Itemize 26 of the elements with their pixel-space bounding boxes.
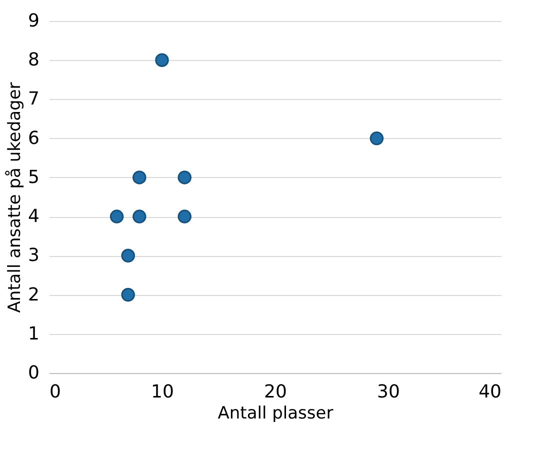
- y-tick-label: 5: [28, 166, 40, 188]
- y-tick-label: 2: [28, 284, 40, 306]
- point: [132, 210, 146, 224]
- x-tick-label: 0: [50, 382, 61, 402]
- y-tick-label: 3: [28, 245, 40, 266]
- point: [178, 210, 192, 224]
- y-tick-label: 8: [28, 50, 40, 71]
- point: [121, 288, 135, 302]
- y-tick-label: 7: [28, 88, 40, 110]
- x-axis-title: Antall plasser: [218, 404, 334, 424]
- point: [110, 210, 124, 224]
- point: [370, 131, 384, 146]
- y-tick-label: 1: [28, 323, 40, 344]
- point: [155, 53, 169, 67]
- point: [132, 170, 146, 184]
- y-axis-title: Antall ansatte på ukedager: [5, 82, 26, 313]
- y-tick-label: 0: [28, 362, 40, 384]
- x-tick-label: 20: [264, 382, 287, 402]
- x-tick-label: 30: [377, 382, 400, 402]
- y-tick-label: 9: [28, 10, 40, 32]
- y-tick-label: 6: [28, 128, 40, 149]
- point: [178, 170, 192, 184]
- x-tick-label: 10: [151, 382, 174, 402]
- point: [121, 248, 135, 263]
- x-tick-label: 40: [478, 382, 502, 402]
- y-tick-label: 4: [28, 206, 40, 228]
